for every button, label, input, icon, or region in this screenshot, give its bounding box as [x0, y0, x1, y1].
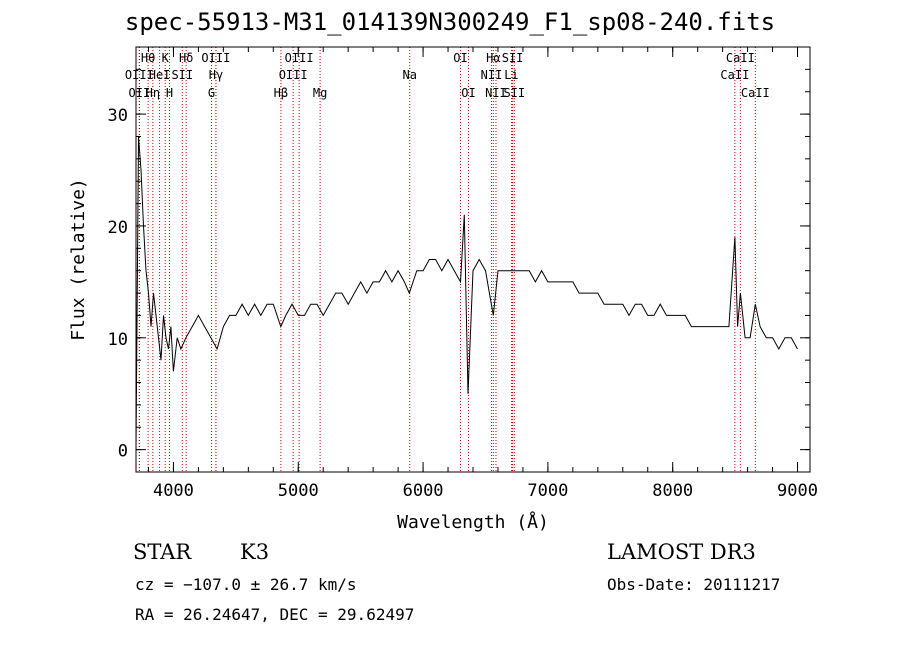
chart-title: spec-55913-M31_014139N300249_F1_sp08-240…	[124, 8, 776, 36]
line-label: OI	[461, 86, 475, 100]
redshift-text: cz = −107.0 ± 26.7 km/s	[135, 575, 357, 594]
line-label: Hβ	[274, 86, 288, 100]
line-label: CaII	[720, 68, 749, 82]
line-labels: OII Hθ OIII Hη HeI K H SII Hδ G OIII Hγ Hβ OIII OIII Mg…	[125, 51, 770, 100]
line-label: CaII	[726, 51, 755, 65]
y-tick-label: 10	[108, 330, 128, 350]
object-subclass: K3	[240, 540, 270, 564]
line-label: OIII	[279, 68, 308, 82]
line-label: K	[162, 51, 170, 65]
survey-name: LAMOST DR3	[607, 540, 756, 564]
plot-frame	[135, 46, 811, 473]
y-axis: 0 10 20 30	[108, 68, 810, 462]
line-label: NII	[485, 86, 507, 100]
line-label: Hθ	[141, 51, 155, 65]
line-label: H	[166, 86, 173, 100]
line-label: OI	[453, 51, 467, 65]
y-tick-label: 30	[108, 106, 128, 126]
line-label: CaII	[741, 86, 770, 100]
y-tick-label: 20	[108, 218, 128, 238]
y-tick-label: 0	[118, 442, 128, 462]
line-label: Mg	[313, 86, 327, 100]
x-tick-label: 6000	[403, 481, 444, 501]
line-label: HeI	[149, 68, 171, 82]
line-markers	[138, 47, 756, 472]
line-label: OIII	[201, 51, 230, 65]
line-label: OIII	[125, 68, 154, 82]
x-axis: 4000 5000 6000 7000 8000 9000	[147, 47, 818, 501]
line-label: G	[208, 86, 215, 100]
x-tick-label: 8000	[652, 481, 693, 501]
x-tick-label: 7000	[527, 481, 568, 501]
x-tick-label: 9000	[777, 481, 818, 501]
line-label: Hδ	[179, 51, 193, 65]
line-label: Na	[402, 68, 416, 82]
line-label: OII	[129, 86, 151, 100]
y-axis-label: Flux (relative)	[68, 178, 89, 341]
line-label: SII	[171, 68, 193, 82]
line-label: Li	[504, 68, 518, 82]
x-tick-label: 4000	[153, 481, 194, 501]
line-label: Hη	[146, 86, 160, 100]
line-label: SII	[503, 86, 525, 100]
obs-date: Obs-Date: 20111217	[607, 575, 781, 594]
x-tick-label: 5000	[278, 481, 319, 501]
line-label: Hα	[486, 51, 500, 65]
line-label: Hγ	[209, 68, 223, 82]
x-axis-label: Wavelength (Å)	[397, 511, 549, 533]
line-label: SII	[502, 51, 524, 65]
object-class: STAR	[133, 540, 192, 564]
line-label: NII	[481, 68, 503, 82]
spectrum-line	[135, 136, 798, 450]
coordinates-text: RA = 26.24647, DEC = 29.62497	[135, 605, 415, 624]
line-label: OIII	[285, 51, 314, 65]
